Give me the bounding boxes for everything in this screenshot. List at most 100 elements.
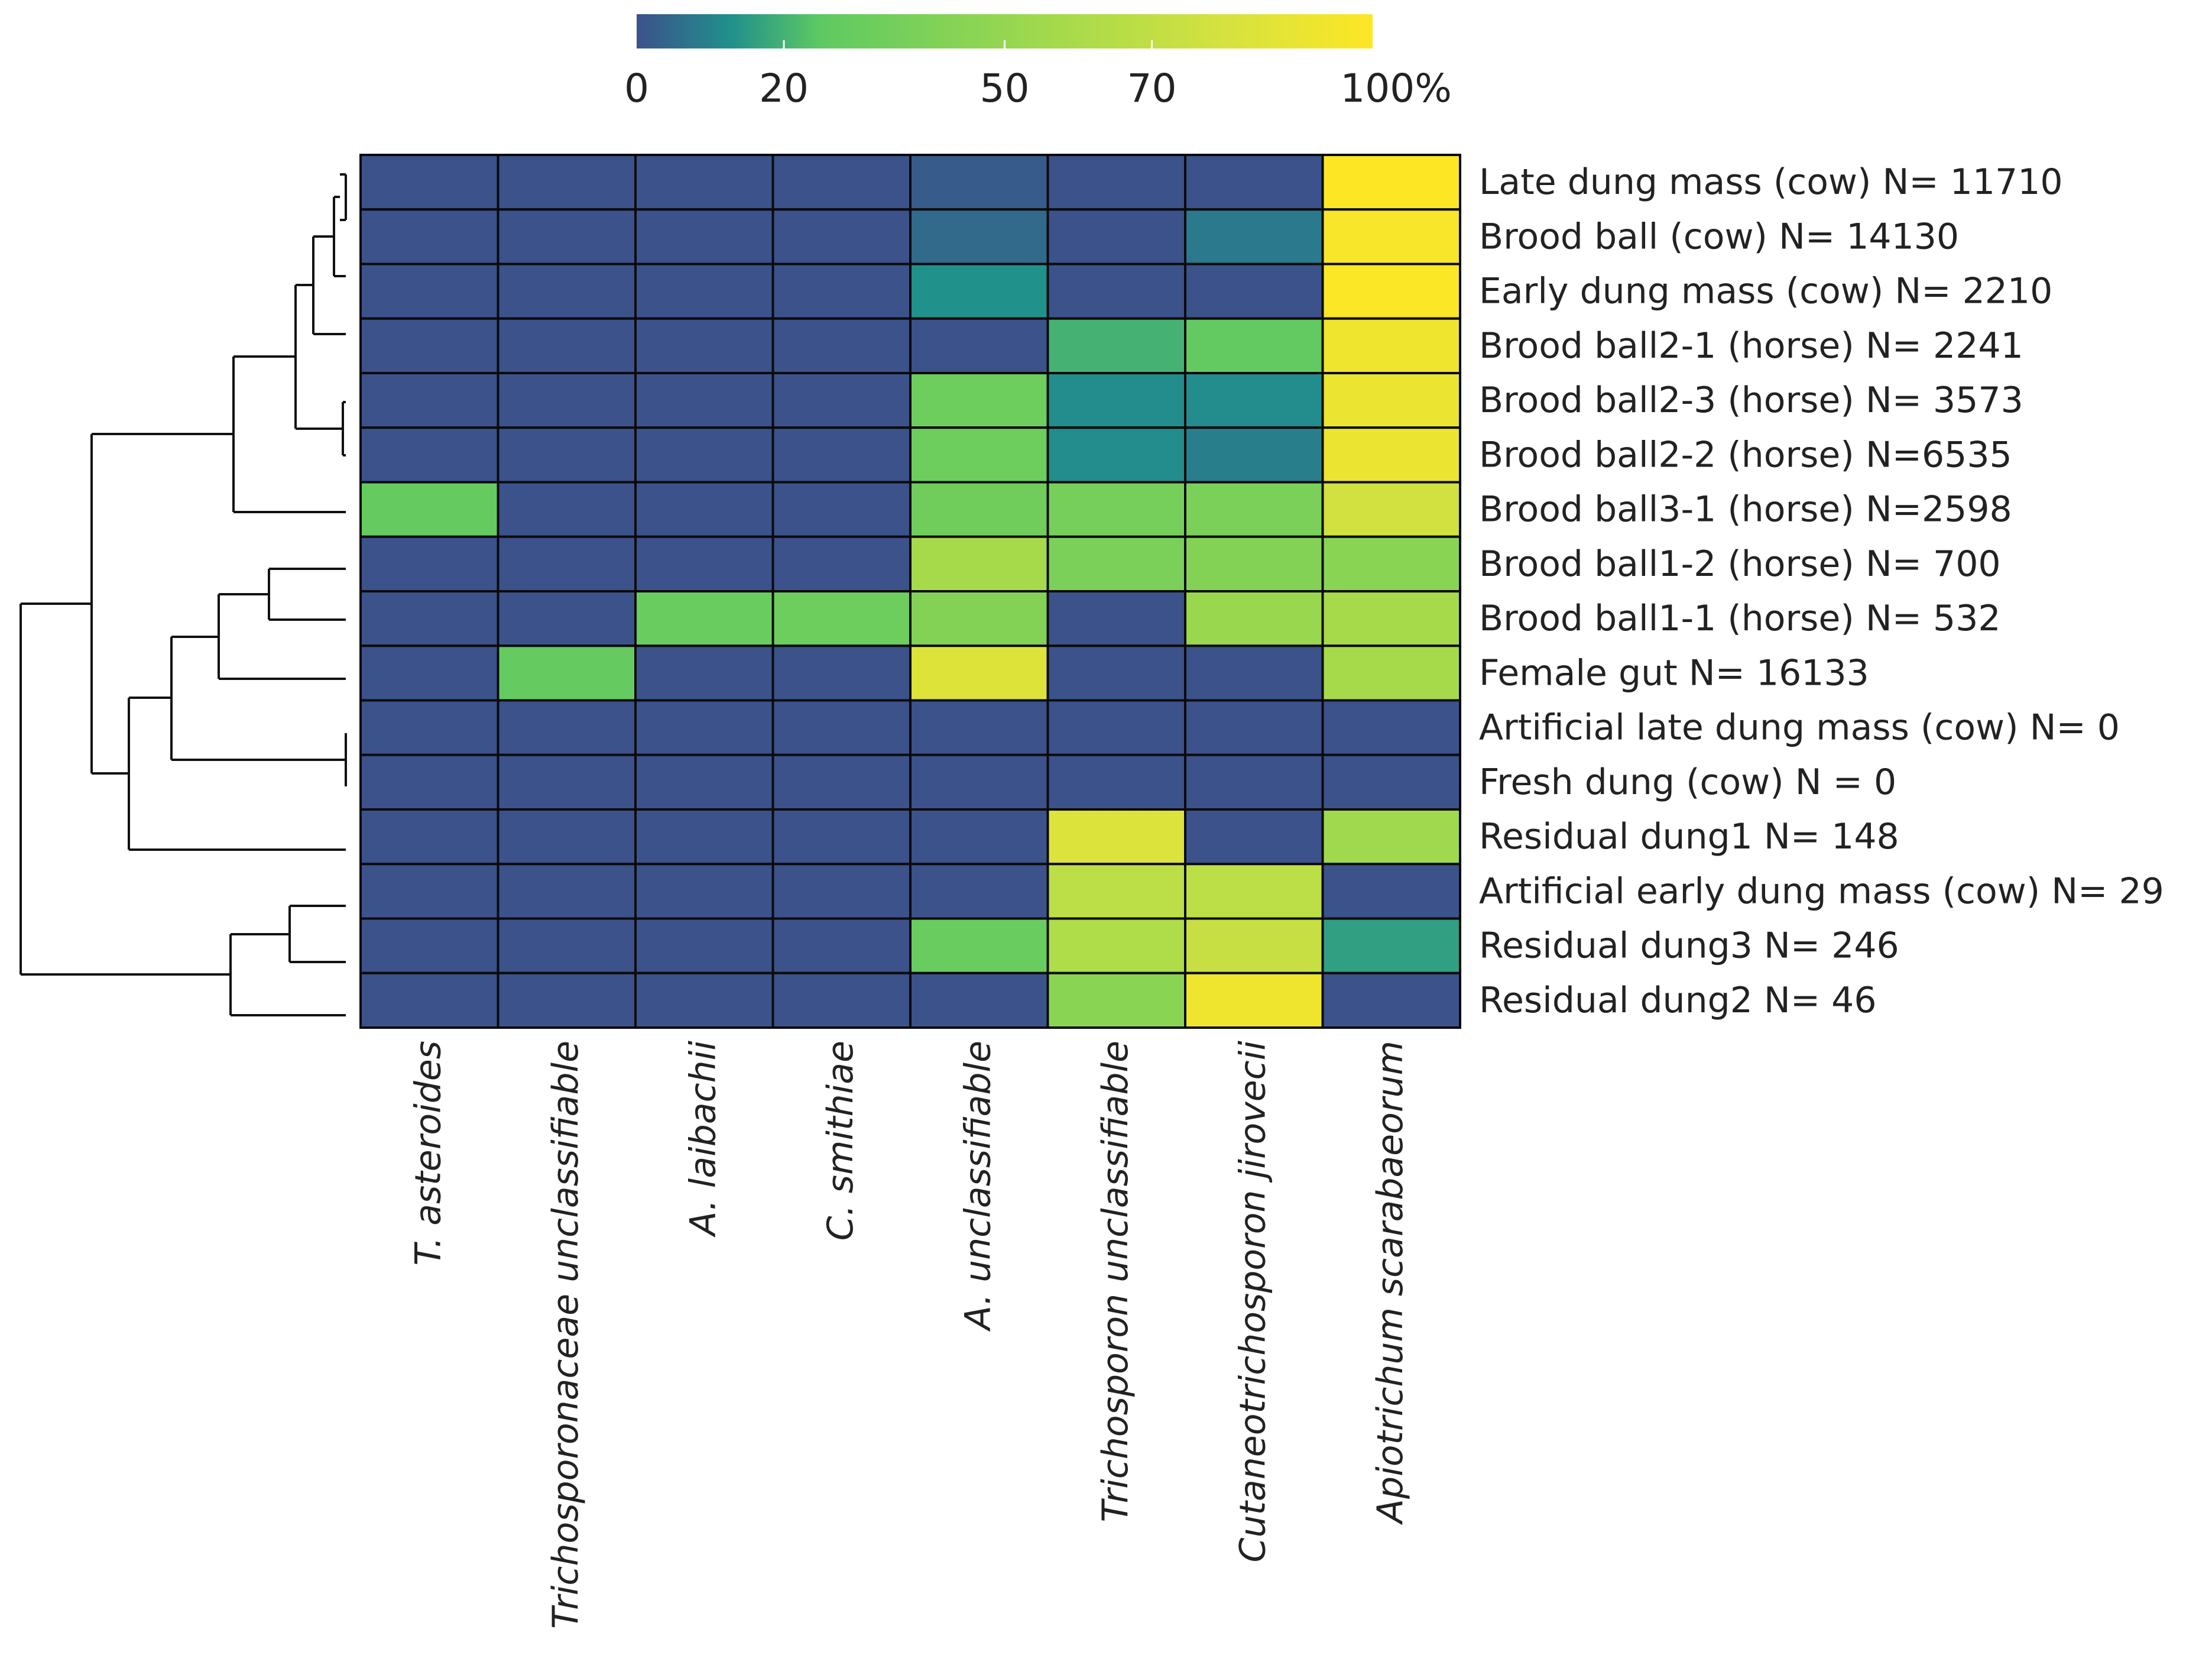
heatmap-cell bbox=[1184, 154, 1324, 211]
colorbar-tick-label: 50 bbox=[980, 66, 1030, 111]
heatmap-cell bbox=[497, 644, 637, 702]
heatmap-cell bbox=[634, 426, 774, 484]
heatmap-cell bbox=[497, 208, 637, 265]
heatmap-cell bbox=[497, 317, 637, 374]
heatmap-cell bbox=[359, 863, 500, 920]
heatmap-cell bbox=[771, 208, 912, 265]
row-label: Early dung mass (cow) N= 2210 bbox=[1479, 271, 2052, 312]
heatmap-cell bbox=[1184, 317, 1324, 374]
heatmap-cell bbox=[1046, 590, 1186, 647]
heatmap-cell bbox=[909, 317, 1049, 374]
heatmap-cell bbox=[1321, 317, 1461, 374]
column-label: T. asteroides bbox=[407, 1041, 449, 1265]
heatmap-cell bbox=[771, 317, 912, 374]
dendro-branch-residual1 bbox=[128, 697, 346, 851]
column-label: A. unclassifiable bbox=[957, 1041, 998, 1332]
heatmap-cell bbox=[1046, 263, 1186, 320]
heatmap-cell bbox=[359, 753, 500, 811]
heatmap-cell bbox=[634, 263, 774, 320]
heatmap-cell bbox=[1321, 644, 1461, 702]
column-label: Trichosporonaceae unclassifiable bbox=[545, 1041, 586, 1629]
heatmap-cell bbox=[909, 863, 1049, 920]
heatmap-cell bbox=[1321, 208, 1461, 265]
heatmap-cell bbox=[497, 753, 637, 811]
column-label: C. smithiae bbox=[820, 1041, 861, 1241]
heatmap-cell bbox=[634, 808, 774, 866]
heatmap-cell bbox=[634, 372, 774, 429]
row-label: Brood ball (cow) N= 14130 bbox=[1479, 216, 1959, 257]
heatmap-cell bbox=[1321, 372, 1461, 429]
row-label: Residual dung1 N= 148 bbox=[1479, 816, 1899, 857]
dendro-branch-lower bbox=[229, 933, 346, 1016]
heatmap-cell bbox=[771, 154, 912, 211]
heatmap-cell bbox=[1184, 590, 1324, 647]
heatmap-cell bbox=[1184, 535, 1324, 592]
heatmap-cell bbox=[359, 971, 500, 1029]
heatmap-cell bbox=[771, 917, 912, 974]
heatmap-cell bbox=[771, 971, 912, 1029]
heatmap-cell bbox=[1046, 154, 1186, 211]
heatmap-cell bbox=[1046, 808, 1186, 866]
dendro-branch-ae-rd3 bbox=[288, 905, 346, 963]
heatmap-cell bbox=[1184, 971, 1324, 1029]
heatmap-cell bbox=[634, 917, 774, 974]
heatmap-cell bbox=[1321, 808, 1461, 866]
row-dendrogram bbox=[20, 173, 347, 1016]
dendro-branch-upper bbox=[90, 433, 233, 775]
heatmap-cell bbox=[1321, 590, 1461, 647]
heatmap-cell bbox=[497, 372, 637, 429]
column-label: Trichosporon unclassifiable bbox=[1095, 1041, 1136, 1522]
heatmap-cell bbox=[359, 154, 500, 211]
heatmap-cell bbox=[1046, 644, 1186, 702]
heatmap-cell bbox=[359, 917, 500, 974]
heatmap-cell bbox=[359, 808, 500, 866]
heatmap-cell bbox=[771, 699, 912, 756]
colorbar-tick-label: 100% bbox=[1340, 66, 1452, 111]
heatmap-cell bbox=[1184, 753, 1324, 811]
heatmap-cell bbox=[359, 426, 500, 484]
heatmap-cell bbox=[1184, 863, 1324, 920]
heatmap-cell bbox=[634, 208, 774, 265]
heatmap-cell bbox=[634, 971, 774, 1029]
heatmap-cell bbox=[1184, 808, 1324, 866]
dendro-branch-gut bbox=[218, 593, 346, 680]
dendro-branch-bb12-bb11 bbox=[268, 568, 346, 621]
heatmap-cell bbox=[1184, 481, 1324, 538]
dendro-branch-late-brood bbox=[340, 173, 347, 221]
heatmap-cell bbox=[1046, 372, 1186, 429]
heatmap-cell bbox=[909, 753, 1049, 811]
heatmap-cell bbox=[359, 590, 500, 647]
heatmap-cell bbox=[634, 699, 774, 756]
heatmap-cell bbox=[1184, 426, 1324, 484]
heatmap-cell bbox=[771, 863, 912, 920]
row-label: Residual dung3 N= 246 bbox=[1479, 925, 1899, 967]
row-label: Brood ball1-2 (horse) N= 700 bbox=[1479, 543, 2001, 585]
heatmap-cell bbox=[909, 971, 1049, 1029]
heatmap-cell bbox=[359, 535, 500, 592]
heatmap-cell bbox=[771, 263, 912, 320]
heatmap-cell bbox=[909, 208, 1049, 265]
heatmap-cell bbox=[909, 699, 1049, 756]
dendro-branch-zero-group bbox=[170, 636, 346, 761]
heatmap-cell bbox=[1321, 917, 1461, 974]
heatmap-cell bbox=[497, 590, 637, 647]
row-label: Brood ball2-1 (horse) N= 2241 bbox=[1479, 325, 2023, 367]
heatmap-cell bbox=[359, 644, 500, 702]
row-label: Fresh dung (cow) N = 0 bbox=[1479, 762, 1896, 803]
heatmap-cell bbox=[1321, 535, 1461, 592]
heatmap-cell bbox=[634, 863, 774, 920]
heatmap-cell bbox=[359, 263, 500, 320]
heatmap-cells bbox=[359, 154, 1461, 1029]
row-label: Female gut N= 16133 bbox=[1479, 652, 1869, 694]
row-label: Brood ball3-1 (horse) N=2598 bbox=[1479, 489, 2012, 530]
heatmap-cell bbox=[497, 699, 637, 756]
heatmap-cell bbox=[1321, 699, 1461, 756]
colorbar-tick-label: 0 bbox=[624, 66, 649, 111]
heatmap-cell bbox=[634, 481, 774, 538]
heatmap-cell bbox=[1184, 644, 1324, 702]
heatmap-cell bbox=[909, 590, 1049, 647]
heatmap-cell bbox=[909, 644, 1049, 702]
colorbar: 0 20 50 70 100% bbox=[624, 14, 1452, 111]
heatmap-cell bbox=[497, 808, 637, 866]
